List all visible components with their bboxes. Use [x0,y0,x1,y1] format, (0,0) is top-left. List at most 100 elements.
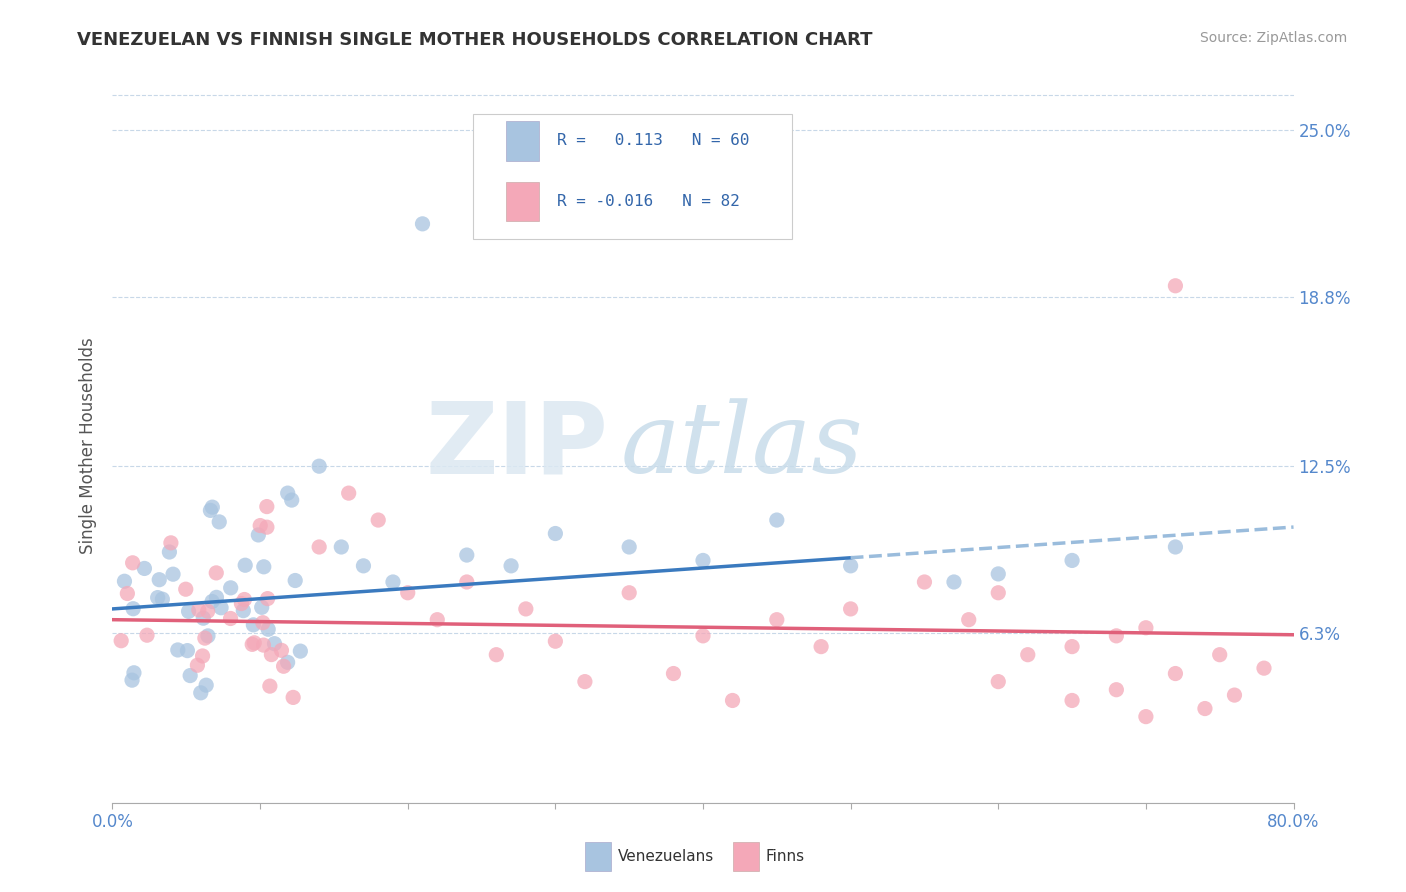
Point [257,622,280,636]
FancyBboxPatch shape [472,114,792,239]
Point [247,528,270,542]
Point [136,628,159,642]
Point [231,597,253,611]
Point [1062,640,1084,654]
Point [162,567,184,582]
Point [1062,693,1084,707]
Point [233,558,256,573]
Point [232,604,254,618]
Point [330,540,353,554]
Point [766,613,789,627]
Point [260,648,283,662]
Text: Venezuelans: Venezuelans [619,849,714,863]
Point [839,558,862,573]
Point [209,600,232,615]
Point [337,486,360,500]
Point [160,536,183,550]
Point [242,618,264,632]
Point [270,643,292,657]
Point [233,592,256,607]
Point [367,513,389,527]
Point [157,545,180,559]
Text: atlas: atlas [620,399,863,493]
Point [121,673,143,688]
Point [117,586,139,600]
Point [662,666,685,681]
Point [619,586,641,600]
Point [134,561,156,575]
Point [411,217,433,231]
Point [205,566,228,580]
Point [544,634,567,648]
Point [283,690,305,705]
Point [290,644,312,658]
Point [146,591,169,605]
Point [186,658,208,673]
Point [810,640,832,654]
Point [187,603,209,617]
Point [250,600,273,615]
Point [256,520,278,534]
Point [1223,688,1246,702]
Point [766,513,789,527]
Point [1105,629,1128,643]
Point [957,613,980,627]
Point [280,493,302,508]
Point [110,633,132,648]
Point [1164,278,1187,293]
Text: R = -0.016   N = 82: R = -0.016 N = 82 [557,194,740,209]
Point [197,604,219,618]
Point [208,515,231,529]
Point [382,574,405,589]
Point [200,503,222,517]
Point [515,602,537,616]
Point [252,615,274,630]
Point [174,582,197,597]
Point [150,592,173,607]
Point [114,574,136,589]
Point [166,643,188,657]
Point [219,581,242,595]
Point [426,613,449,627]
Point [1253,661,1275,675]
FancyBboxPatch shape [585,842,610,871]
Text: R =   0.113   N = 60: R = 0.113 N = 60 [557,134,749,148]
Point [1135,709,1157,723]
Text: Finns: Finns [766,849,804,863]
Point [273,659,295,673]
Y-axis label: Single Mother Households: Single Mother Households [79,338,97,554]
Point [176,643,198,657]
Point [249,518,271,533]
Point [456,574,478,589]
Point [197,629,219,643]
Point [177,604,200,618]
Point [1164,540,1187,554]
Point [914,574,936,589]
Point [253,559,276,574]
Point [122,601,145,615]
Point [987,586,1010,600]
FancyBboxPatch shape [506,121,538,161]
Point [179,668,201,682]
Text: VENEZUELAN VS FINNISH SINGLE MOTHER HOUSEHOLDS CORRELATION CHART: VENEZUELAN VS FINNISH SINGLE MOTHER HOUS… [77,31,873,49]
Point [308,459,330,474]
Point [942,574,965,589]
Point [839,602,862,616]
Point [194,631,217,645]
Point [256,500,278,514]
Point [692,553,714,567]
Point [191,648,214,663]
Point [396,586,419,600]
Text: ZIP: ZIP [426,398,609,494]
Point [252,638,274,652]
Point [721,693,744,707]
Point [259,679,281,693]
FancyBboxPatch shape [506,182,538,221]
Point [240,637,263,651]
Point [190,686,212,700]
Point [201,500,224,515]
Point [987,566,1010,581]
Point [148,573,170,587]
Point [544,526,567,541]
Text: Source: ZipAtlas.com: Source: ZipAtlas.com [1199,31,1347,45]
